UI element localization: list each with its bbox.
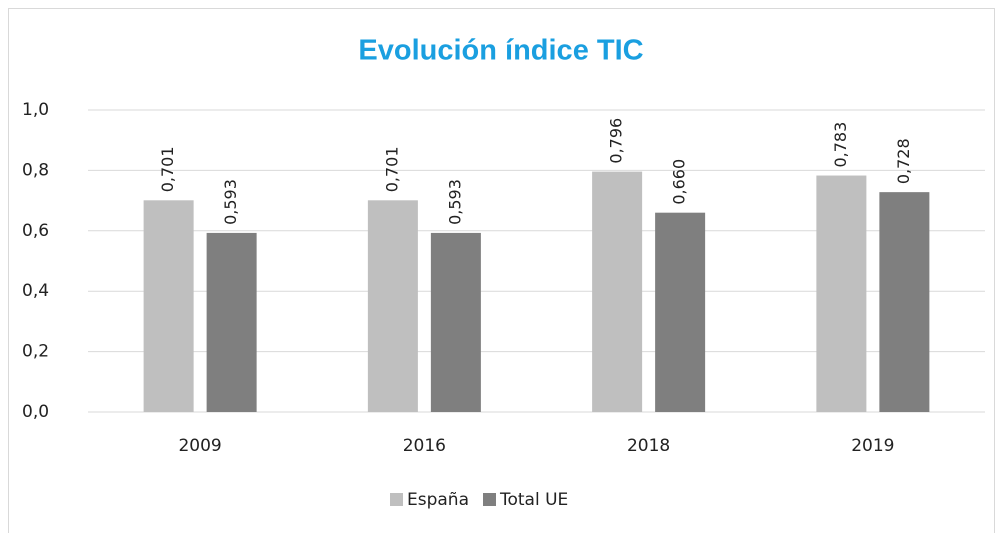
x-tick-label: 2019 bbox=[851, 436, 894, 456]
value-label: 0,796 bbox=[607, 118, 626, 164]
legend-swatch bbox=[483, 493, 496, 506]
legend-label: Total UE bbox=[499, 490, 568, 510]
bar bbox=[592, 171, 643, 412]
bar bbox=[367, 200, 418, 412]
y-tick-label: 0,8 bbox=[22, 160, 49, 180]
chart-title: Evolución índice TIC bbox=[358, 35, 643, 67]
bar bbox=[206, 232, 257, 412]
y-tick-label: 0,6 bbox=[22, 221, 49, 241]
bar bbox=[816, 175, 867, 412]
value-label: 0,701 bbox=[158, 146, 177, 192]
y-tick-label: 0,2 bbox=[22, 342, 49, 362]
x-tick-label: 2016 bbox=[403, 436, 446, 456]
y-tick-label: 0,0 bbox=[22, 402, 49, 422]
chart-frame bbox=[8, 8, 995, 533]
value-label: 0,660 bbox=[670, 159, 689, 205]
value-label: 0,701 bbox=[382, 146, 401, 192]
value-label: 0,593 bbox=[445, 179, 464, 225]
y-tick-label: 1,0 bbox=[22, 100, 49, 120]
bar bbox=[430, 232, 481, 412]
legend-label: España bbox=[407, 490, 469, 510]
x-tick-label: 2018 bbox=[627, 436, 670, 456]
value-label: 0,593 bbox=[221, 179, 240, 225]
bar bbox=[143, 200, 194, 412]
bar bbox=[879, 192, 930, 412]
value-label: 0,728 bbox=[894, 138, 913, 184]
y-tick-label: 0,4 bbox=[22, 281, 49, 301]
legend-swatch bbox=[390, 493, 403, 506]
value-label: 0,783 bbox=[831, 122, 850, 168]
bar bbox=[655, 212, 706, 412]
x-tick-label: 2009 bbox=[178, 436, 221, 456]
